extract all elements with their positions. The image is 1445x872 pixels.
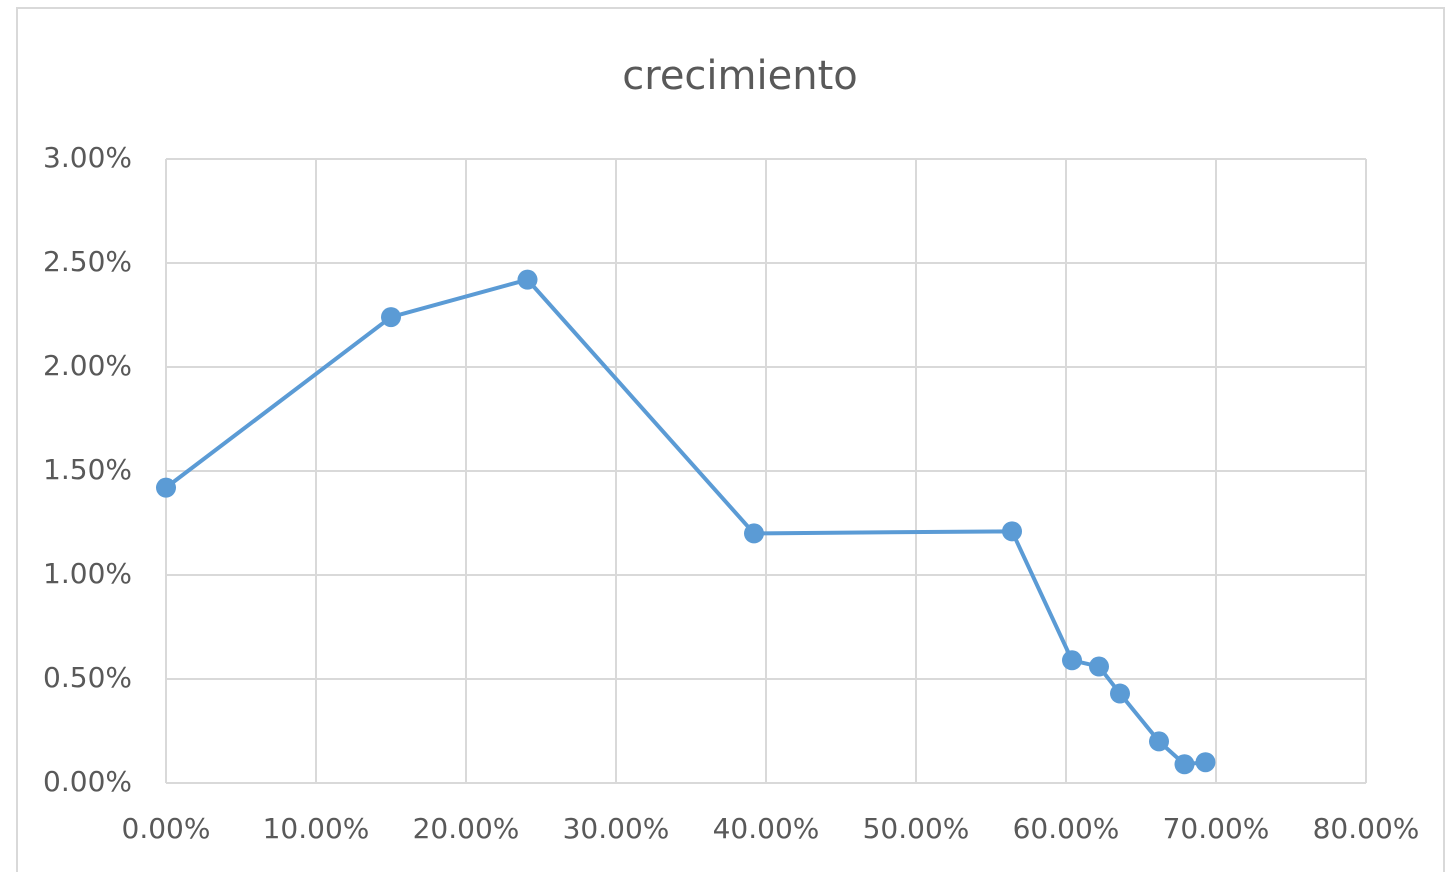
y-tick-label: 3.00% (43, 141, 132, 174)
x-tick-label: 60.00% (1013, 812, 1120, 845)
y-tick-label: 2.50% (43, 245, 132, 278)
data-point (517, 269, 538, 290)
x-tick-label: 50.00% (863, 812, 970, 845)
chart-border (16, 7, 1445, 872)
y-tick-label: 0.50% (43, 661, 132, 694)
data-point (1089, 656, 1109, 677)
x-tick-label: 80.00% (1313, 812, 1420, 845)
x-tick-label: 20.00% (413, 812, 520, 845)
x-tick-label: 70.00% (1163, 812, 1270, 845)
data-point (1174, 754, 1195, 775)
y-tick-label: 2.00% (43, 349, 132, 382)
data-point (1149, 731, 1169, 752)
x-tick-label: 10.00% (263, 812, 370, 845)
data-point (156, 477, 176, 498)
data-point (1110, 683, 1130, 704)
data-point (381, 307, 401, 328)
y-tick-label: 1.50% (43, 453, 132, 486)
data-point (744, 523, 764, 544)
y-tick-label: 0.00% (43, 765, 132, 798)
data-point (1195, 752, 1216, 773)
data-point (1062, 650, 1082, 671)
x-tick-label: 30.00% (563, 812, 670, 845)
x-tick-label: 40.00% (713, 812, 820, 845)
data-point (1002, 521, 1022, 542)
y-tick-label: 1.00% (43, 557, 132, 590)
x-tick-label: 0.00% (122, 812, 211, 845)
chart-title: crecimiento (622, 53, 857, 99)
